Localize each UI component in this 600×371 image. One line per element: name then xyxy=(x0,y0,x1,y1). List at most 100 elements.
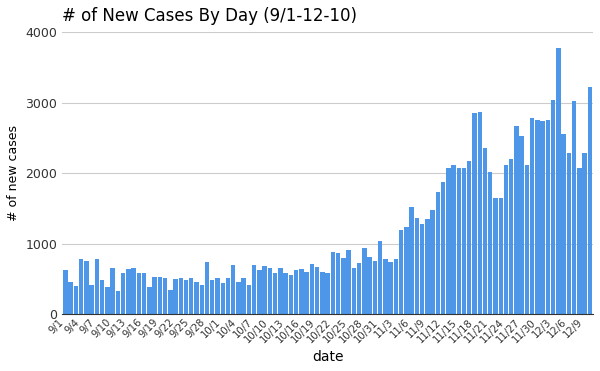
Bar xyxy=(399,230,403,314)
Bar xyxy=(294,270,298,314)
Bar xyxy=(404,227,409,314)
Bar xyxy=(252,265,256,314)
Bar xyxy=(137,273,141,314)
Bar xyxy=(583,153,587,314)
Bar xyxy=(325,273,330,314)
Bar xyxy=(205,262,209,314)
Bar xyxy=(409,207,414,314)
Bar xyxy=(530,118,535,314)
Bar xyxy=(63,270,68,314)
Bar xyxy=(189,278,193,314)
Bar xyxy=(142,273,146,314)
Bar xyxy=(430,210,435,314)
Bar xyxy=(210,280,214,314)
Bar xyxy=(441,182,445,314)
Bar xyxy=(268,268,272,314)
Bar xyxy=(546,120,550,314)
Bar xyxy=(79,259,83,314)
Bar xyxy=(488,172,493,314)
Bar xyxy=(241,278,246,314)
Bar xyxy=(341,258,346,314)
Bar xyxy=(215,278,220,314)
Bar xyxy=(126,269,131,314)
Bar xyxy=(362,248,367,314)
Bar xyxy=(173,279,178,314)
Bar xyxy=(304,272,309,314)
Bar xyxy=(367,257,372,314)
Bar xyxy=(436,192,440,314)
Bar xyxy=(446,168,451,314)
Bar xyxy=(89,285,94,314)
Bar xyxy=(320,272,325,314)
Bar xyxy=(247,285,251,314)
Bar xyxy=(587,87,592,314)
Bar xyxy=(462,167,466,314)
Bar xyxy=(236,282,241,314)
Bar xyxy=(394,259,398,314)
Bar xyxy=(493,198,498,314)
Bar xyxy=(388,262,393,314)
Bar xyxy=(467,161,472,314)
Bar xyxy=(110,268,115,314)
Bar xyxy=(221,283,225,314)
Bar xyxy=(451,165,456,314)
Bar xyxy=(200,285,204,314)
Bar xyxy=(551,101,556,314)
Bar xyxy=(184,280,188,314)
Bar xyxy=(378,241,382,314)
Bar xyxy=(535,120,539,314)
Bar xyxy=(168,290,173,314)
Bar xyxy=(310,264,314,314)
Y-axis label: # of new cases: # of new cases xyxy=(7,125,20,221)
Bar xyxy=(121,273,125,314)
Bar xyxy=(299,269,304,314)
Bar xyxy=(478,112,482,314)
Bar xyxy=(562,134,566,314)
Bar xyxy=(415,218,419,314)
Bar xyxy=(95,259,99,314)
Bar xyxy=(105,287,110,314)
Bar xyxy=(541,121,545,314)
Bar xyxy=(525,165,529,314)
Bar xyxy=(194,282,199,314)
Bar xyxy=(74,286,78,314)
Bar xyxy=(116,291,120,314)
Bar xyxy=(514,126,519,314)
Bar xyxy=(131,267,136,314)
X-axis label: date: date xyxy=(312,350,343,364)
Bar xyxy=(158,277,162,314)
Bar xyxy=(499,198,503,314)
Bar xyxy=(520,137,524,314)
Bar xyxy=(152,277,157,314)
Bar xyxy=(509,159,514,314)
Bar xyxy=(504,165,508,314)
Bar xyxy=(331,252,335,314)
Bar xyxy=(262,266,267,314)
Bar xyxy=(278,267,283,314)
Bar xyxy=(457,167,461,314)
Bar xyxy=(147,288,152,314)
Bar xyxy=(352,268,356,314)
Bar xyxy=(383,259,388,314)
Bar xyxy=(283,273,288,314)
Bar xyxy=(357,263,361,314)
Bar xyxy=(231,265,235,314)
Bar xyxy=(425,219,430,314)
Bar xyxy=(273,273,277,314)
Bar xyxy=(556,47,560,314)
Bar xyxy=(257,270,262,314)
Bar xyxy=(179,278,183,314)
Bar xyxy=(472,113,477,314)
Bar xyxy=(572,101,577,314)
Bar xyxy=(315,267,319,314)
Bar xyxy=(566,153,571,314)
Bar xyxy=(336,253,340,314)
Bar xyxy=(289,275,293,314)
Bar xyxy=(84,260,89,314)
Bar xyxy=(68,282,73,314)
Bar xyxy=(483,148,487,314)
Bar xyxy=(163,278,167,314)
Bar xyxy=(100,280,104,314)
Bar xyxy=(346,250,351,314)
Bar xyxy=(577,168,581,314)
